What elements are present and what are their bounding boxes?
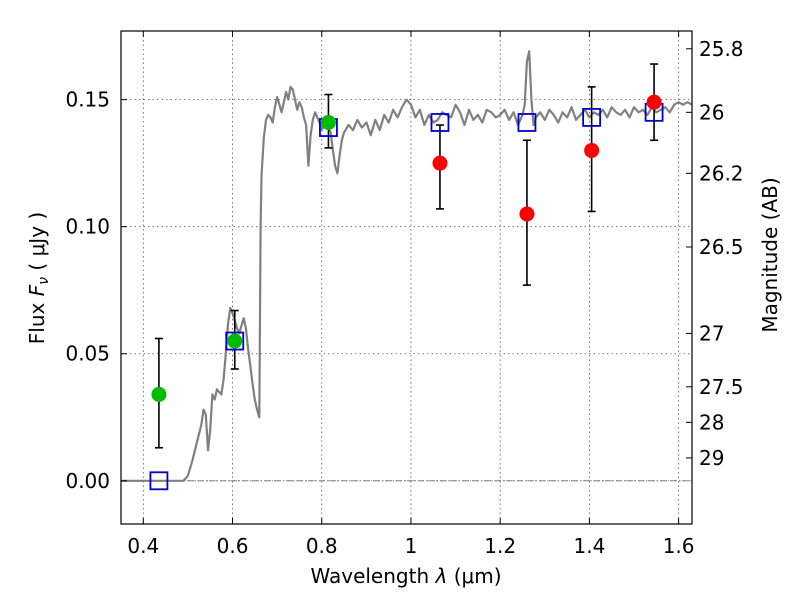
observed-point-green (320, 114, 336, 130)
model-square (149, 471, 169, 491)
grid-lines (121, 31, 692, 524)
y2-tick-label: 25.8 (699, 37, 744, 61)
y-axis-title: Flux Fν ( μJy ) (25, 212, 52, 344)
y2-tick-label: 27.5 (699, 375, 744, 399)
y2-tick-label: 26.2 (699, 161, 744, 185)
spectrum-series (121, 50, 693, 482)
x-tick-label: 1.6 (663, 534, 695, 558)
x-tick-label: 0.6 (217, 534, 249, 558)
y2-tick-label: 28 (699, 410, 724, 434)
y-tick-label: 0.05 (65, 342, 110, 366)
observed-point-green (227, 333, 243, 349)
plot-frame (120, 30, 693, 525)
observed-points (151, 94, 662, 402)
y2-tick-label: 26 (699, 100, 724, 124)
y2-tick-label: 29 (699, 446, 724, 470)
observed-point-red (432, 155, 448, 171)
x-tick-label: 1 (405, 534, 418, 558)
observed-point-red (584, 142, 600, 158)
model-square (225, 331, 245, 351)
x-tick-label: 1.2 (484, 534, 516, 558)
y2-tick-label: 27 (699, 321, 724, 345)
model-square (517, 113, 537, 132)
tick-labels: 0.4 0.6 0.8 1 1.2 1.4 1.6 0.00 0.05 0.10 0.15 25.8 2… (65, 37, 743, 558)
y-tick-label: 0.00 (65, 469, 110, 493)
model-squares (149, 102, 664, 491)
x-tick-label: 0.4 (127, 534, 159, 558)
y2-axis-title: Magnitude (AB) (758, 177, 782, 332)
observed-point-red (646, 94, 662, 110)
x-tick-label: 1.4 (573, 534, 605, 558)
model-square (582, 108, 602, 127)
x-axis-title: Wavelength λ (μm) (310, 564, 501, 588)
observed-point-green (151, 386, 167, 402)
x-tick-label: 0.8 (306, 534, 338, 558)
spectrum-line (121, 50, 693, 482)
axis-ticks (121, 31, 692, 524)
y-tick-label: 0.15 (65, 88, 110, 112)
y2-tick-label: 26.5 (699, 235, 744, 259)
observed-point-red (519, 206, 535, 222)
model-square (430, 113, 450, 132)
y-tick-label: 0.10 (65, 215, 110, 239)
